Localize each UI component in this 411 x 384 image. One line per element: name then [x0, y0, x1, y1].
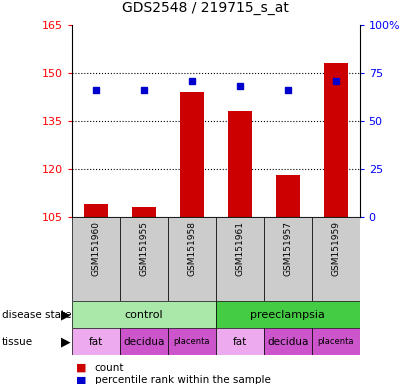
Text: GSM151957: GSM151957	[283, 221, 292, 276]
Text: placenta: placenta	[173, 337, 210, 346]
Text: tissue: tissue	[2, 337, 33, 347]
Text: placenta: placenta	[317, 337, 354, 346]
Bar	[120, 328, 168, 355]
Text: fat: fat	[89, 337, 103, 347]
Text: percentile rank within the sample: percentile rank within the sample	[95, 375, 270, 384]
Text: GSM151959: GSM151959	[331, 221, 340, 276]
Text: ■: ■	[76, 363, 87, 373]
Text: ▶: ▶	[61, 335, 71, 348]
Text: GSM151958: GSM151958	[187, 221, 196, 276]
Text: control: control	[125, 310, 163, 320]
Bar	[216, 328, 264, 355]
Text: preeclampsia: preeclampsia	[250, 310, 325, 320]
Bar	[324, 63, 348, 217]
Bar	[72, 301, 216, 328]
Bar	[180, 92, 204, 217]
Bar	[120, 217, 168, 301]
Text: GSM151960: GSM151960	[91, 221, 100, 276]
Text: GSM151955: GSM151955	[139, 221, 148, 276]
Bar	[84, 204, 108, 217]
Bar	[168, 328, 216, 355]
Bar	[228, 111, 252, 217]
Bar	[72, 328, 120, 355]
Text: count: count	[95, 363, 124, 373]
Bar	[264, 217, 312, 301]
Bar	[216, 301, 360, 328]
Bar	[72, 217, 120, 301]
Bar	[276, 175, 300, 217]
Text: decidua: decidua	[267, 337, 308, 347]
Bar	[132, 207, 156, 217]
Bar	[312, 328, 360, 355]
Text: decidua: decidua	[123, 337, 164, 347]
Text: GSM151961: GSM151961	[235, 221, 244, 276]
Text: disease state: disease state	[2, 310, 72, 320]
Bar	[168, 217, 216, 301]
Text: fat: fat	[233, 337, 247, 347]
Text: ■: ■	[76, 375, 87, 384]
Text: ▶: ▶	[61, 308, 71, 321]
Bar	[312, 217, 360, 301]
Bar	[264, 328, 312, 355]
Text: GDS2548 / 219715_s_at: GDS2548 / 219715_s_at	[122, 2, 289, 15]
Bar	[216, 217, 264, 301]
